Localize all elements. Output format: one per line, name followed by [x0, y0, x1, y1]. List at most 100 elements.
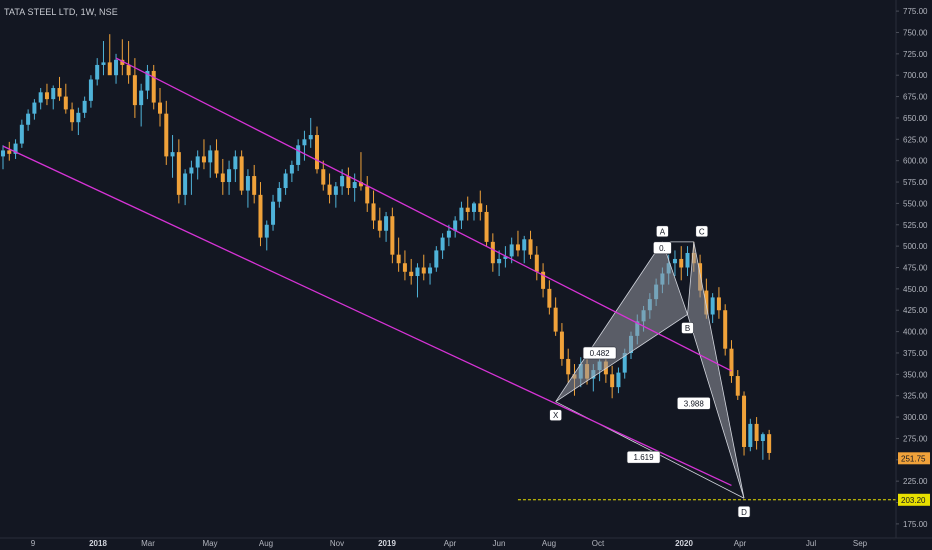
- time-tick-label: Jun: [493, 539, 506, 548]
- candle: [748, 418, 753, 452]
- price-tick: 275.00: [896, 434, 928, 443]
- candle-body: [484, 211, 489, 242]
- candle: [95, 58, 100, 86]
- price-tick: 400.00: [896, 328, 928, 337]
- candle-body: [760, 434, 765, 441]
- candle: [735, 370, 740, 400]
- candle: [729, 340, 734, 383]
- candle: [685, 246, 690, 277]
- candle: [723, 304, 728, 356]
- pattern-point-d: D: [737, 505, 751, 518]
- price-tick: 475.00: [896, 264, 928, 273]
- candle: [19, 119, 24, 148]
- candle: [145, 64, 150, 100]
- candle-body: [490, 241, 495, 264]
- candle: [195, 150, 200, 180]
- candle-body: [44, 92, 49, 100]
- candle: [541, 263, 546, 298]
- pattern-point-label: C: [699, 227, 705, 236]
- pattern-point-b: B: [681, 322, 694, 334]
- ratio-box: [582, 346, 617, 360]
- candle-body: [616, 372, 621, 388]
- candle-body: [446, 230, 451, 238]
- candle: [70, 102, 75, 131]
- candle-body: [515, 244, 520, 251]
- candle: [63, 83, 68, 114]
- candle: [264, 220, 269, 251]
- price-tick-label: 750.00: [903, 28, 928, 37]
- candle: [346, 167, 351, 195]
- ratio-text: 0.482: [590, 349, 611, 358]
- price-tick: 225.00: [896, 477, 928, 486]
- candle-body: [754, 423, 759, 441]
- candle-body: [735, 376, 740, 396]
- price-tick-label: 350.00: [903, 370, 928, 379]
- candle: [710, 293, 715, 324]
- candle-body: [82, 100, 87, 113]
- candle-body: [465, 207, 470, 212]
- price-tick-label: 700.00: [903, 71, 928, 80]
- harmonic-bcd-triangle: [687, 241, 745, 499]
- candle-body: [296, 145, 301, 165]
- candle: [107, 34, 112, 76]
- candle-body: [183, 173, 188, 195]
- candle-body: [472, 203, 476, 212]
- candle-body: [315, 135, 319, 170]
- candle: [566, 348, 571, 383]
- candle: [396, 237, 401, 272]
- price-tick: 500.00: [896, 242, 928, 251]
- price-tick: 450.00: [896, 285, 928, 294]
- pattern-point-a: A: [656, 225, 669, 238]
- candle: [465, 196, 470, 221]
- price-marker-bg: [898, 452, 930, 465]
- pattern-point-box: [695, 225, 709, 238]
- candle-body: [672, 258, 677, 264]
- time-tick-label: Mar: [141, 539, 155, 548]
- candle: [208, 145, 213, 178]
- pattern-point-label: X: [553, 411, 559, 420]
- candle-body: [233, 156, 238, 170]
- candle-body: [252, 176, 257, 195]
- candle-body: [271, 201, 276, 225]
- candle-body: [57, 88, 62, 97]
- candle-body: [679, 258, 684, 268]
- candle-body: [428, 267, 433, 274]
- candle-body: [189, 167, 194, 174]
- price-marker: 203.20: [898, 493, 930, 506]
- time-tick: 2018: [89, 539, 107, 548]
- candle: [51, 85, 56, 110]
- candle-body: [478, 203, 483, 212]
- channel-upper-line: [115, 57, 732, 372]
- price-tick-label: 325.00: [903, 392, 928, 401]
- candle-body: [95, 64, 100, 80]
- candle: [434, 246, 439, 272]
- time-tick-label: Sep: [853, 539, 868, 548]
- time-tick: 2019: [378, 539, 396, 548]
- time-tick: 9: [31, 539, 36, 548]
- price-tick: 750.00: [896, 28, 928, 37]
- candle: [239, 150, 244, 195]
- price-tick: 300.00: [896, 413, 928, 422]
- candle-body: [214, 150, 219, 174]
- price-tick-label: 400.00: [903, 328, 928, 337]
- candle: [716, 287, 721, 319]
- time-tick-label: Nov: [330, 539, 344, 548]
- candle-body: [7, 150, 12, 154]
- time-tick: May: [202, 539, 217, 548]
- candle-body: [434, 250, 439, 268]
- price-axis[interactable]: 175.00200.00225.00250.00275.00300.00325.…: [895, 0, 932, 550]
- candle-body: [541, 271, 546, 289]
- time-tick-label: 2018: [89, 539, 107, 548]
- candle: [459, 201, 464, 230]
- candle: [183, 169, 188, 206]
- time-axis[interactable]: 9 2018 Mar May Aug Nov 2019 Apr Jun Aug Oct 2020 Apr…: [0, 537, 932, 548]
- candle-body: [70, 109, 75, 123]
- time-tick: Aug: [259, 539, 273, 548]
- price-marker-label: 251.75: [901, 454, 926, 463]
- pattern-point-label: A: [660, 227, 666, 236]
- candle: [528, 230, 533, 259]
- price-tick-label: 275.00: [903, 434, 928, 443]
- candle-body: [277, 188, 282, 202]
